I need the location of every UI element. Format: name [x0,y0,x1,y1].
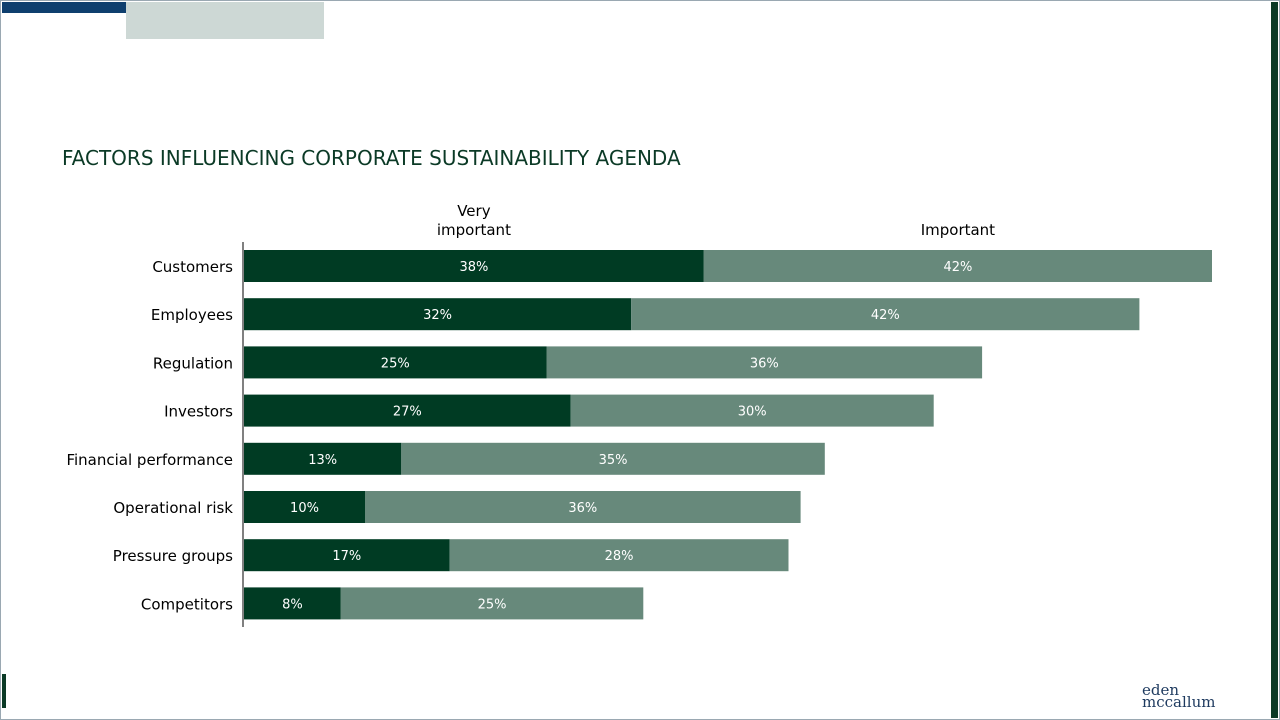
bar-very-important [244,491,365,523]
data-label: 30% [738,405,767,420]
top-accent-bar [2,2,236,13]
category-label: Customers [152,258,233,276]
data-label: 32% [423,308,452,323]
data-label: 10% [290,501,319,516]
category-label: Operational risk [113,499,233,517]
data-label: 42% [943,260,972,275]
category-label: Investors [164,403,233,421]
data-label: 35% [599,453,628,468]
eden-mccallum-logo: eden mccallum [1142,681,1222,711]
bar-very-important [244,587,341,620]
bar-important [340,587,644,620]
category-label: Regulation [153,354,233,372]
data-label: 25% [478,597,507,612]
data-label: 13% [308,453,337,468]
logo-line-2: mccallum [1142,693,1216,711]
category-label: Competitors [141,595,233,613]
logo-line-1: eden [1142,681,1180,699]
data-label: 25% [381,356,410,371]
right-edge-stripe [1271,2,1278,718]
bar-very-important [244,250,704,282]
bar-very-important [244,394,571,427]
data-label: 28% [605,549,634,564]
bar-very-important [244,346,547,379]
bar-very-important [244,539,450,572]
data-label: 38% [459,260,488,275]
bar-important [401,442,825,475]
series-header: Important [921,221,995,239]
category-label: Pressure groups [113,547,233,565]
bar-important [570,394,934,427]
bar-important [703,250,1212,282]
data-label: 8% [282,597,303,612]
series-header: Very [457,202,490,220]
data-label: 36% [568,501,597,516]
bar-important [365,491,801,523]
category-label: Employees [151,306,233,324]
data-label: 42% [871,308,900,323]
left-edge-mark [2,674,6,708]
chart-title: FACTORS INFLUENCING CORPORATE SUSTAINABI… [62,146,681,170]
data-label: 27% [393,405,422,420]
top-accent-block [126,2,324,39]
bar-important [449,539,789,572]
series-header: important [437,221,511,239]
bar-very-important [244,298,632,331]
bar-very-important [244,442,402,475]
data-label: 17% [332,549,361,564]
bar-important [546,346,983,379]
data-label: 36% [750,356,779,371]
bar-important [631,298,1140,331]
category-label: Financial performance [66,451,233,469]
